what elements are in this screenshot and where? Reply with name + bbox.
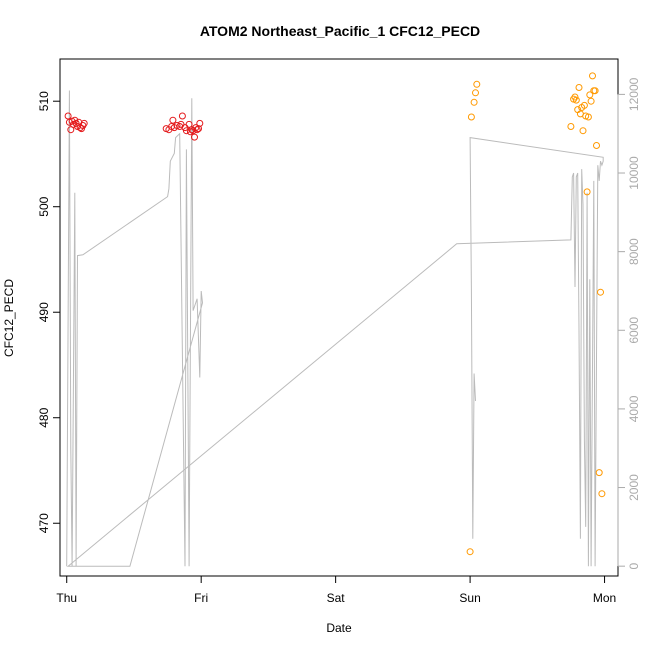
x-axis-label: Date: [326, 621, 352, 635]
y2-tick-label: 10000: [627, 156, 641, 190]
y2-axis: 0 2000 4000 6000 8000 10000 12000: [617, 77, 641, 570]
y2-tick-label: 6000: [627, 317, 641, 344]
y-tick-label: 470: [37, 513, 51, 533]
x-tick-label: Sat: [327, 591, 346, 605]
data-point: [587, 97, 595, 105]
data-point: [572, 96, 580, 104]
y2-tick-label: 8000: [627, 238, 641, 265]
data-point: [80, 119, 88, 127]
secondary-series-line: [66, 90, 604, 567]
x-tick-label: Fri: [194, 591, 208, 605]
y2-tick-label: 2000: [627, 474, 641, 501]
data-point: [591, 87, 599, 95]
data-point: [195, 125, 202, 133]
data-point: [595, 469, 603, 477]
data-point: [64, 112, 72, 120]
data-point: [196, 119, 204, 127]
data-point: [191, 133, 198, 141]
data-point: [169, 116, 177, 124]
y2-tick-label: 0: [627, 563, 641, 570]
data-point: [589, 72, 596, 80]
data-point: [597, 288, 604, 296]
x-tick-label: Sun: [459, 591, 480, 605]
data-point: [193, 126, 201, 134]
data-point: [188, 126, 196, 134]
data-point: [598, 490, 606, 498]
data-point: [473, 80, 481, 88]
data-point: [575, 84, 583, 91]
y-tick-label: 510: [37, 91, 51, 111]
data-point: [185, 120, 193, 128]
points-layer: [64, 72, 606, 556]
data-point: [593, 142, 600, 149]
y-axis-label: CFC12_PECD: [2, 279, 16, 357]
data-point: [467, 113, 475, 121]
y2-tick-label: 12000: [627, 77, 641, 111]
y-tick-label: 500: [37, 196, 51, 216]
data-point: [584, 113, 592, 121]
y-tick-label: 480: [37, 407, 51, 427]
data-point: [579, 127, 587, 135]
y-axis: 470 480 490 500 510: [37, 91, 61, 533]
data-point: [571, 93, 579, 101]
data-point: [580, 101, 588, 109]
x-axis: Thu Fri Sat Sun Mon: [56, 575, 616, 605]
data-point: [466, 548, 474, 556]
data-point: [178, 112, 186, 120]
data-point: [472, 89, 479, 97]
data-point: [586, 91, 594, 99]
y2-tick-label: 4000: [627, 395, 641, 422]
x-tick-label: Thu: [56, 591, 77, 605]
plot-frame: [59, 58, 619, 577]
data-point: [567, 123, 575, 130]
data-point: [470, 98, 478, 106]
y-tick-label: 490: [37, 302, 51, 322]
x-tick-label: Mon: [593, 591, 616, 605]
secondary-line-layer: [66, 90, 604, 567]
data-point: [583, 188, 591, 196]
data-point: [177, 120, 185, 128]
chart-title: ATOM2 Northeast_Pacific_1 CFC12_PECD: [200, 23, 480, 39]
data-point: [71, 116, 79, 124]
